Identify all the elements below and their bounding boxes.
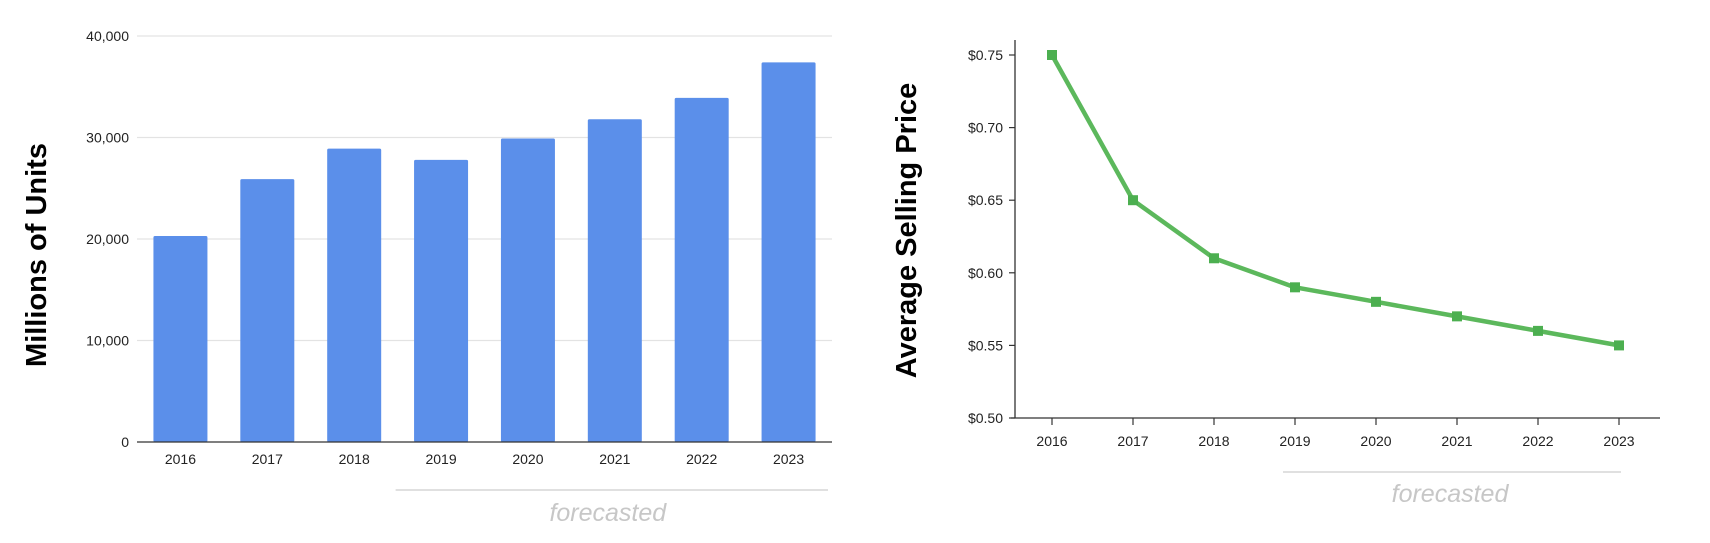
- x-tick-label: 2019: [425, 451, 456, 467]
- x-tick-label: 2023: [773, 451, 804, 467]
- asp-line-chart: $0.50 $0.55 $0.60 $0.65 $0.70 $0.75 2016 2017 20…: [891, 40, 1660, 508]
- x-tick-label: 2019: [1279, 433, 1310, 449]
- y-tick-label: $0.60: [968, 265, 1003, 281]
- x-tick-label: 2020: [1360, 433, 1391, 449]
- bar-2021: [587, 119, 642, 442]
- y-tick-label: 30,000: [86, 130, 129, 146]
- bar-2022: [674, 97, 729, 442]
- marker-2020: [1371, 296, 1381, 307]
- x-tick-label: 2017: [252, 451, 283, 467]
- y-tick-label: 10,000: [86, 333, 129, 349]
- bar-2019: [414, 159, 469, 442]
- asp-series-line: [1049, 52, 1622, 348]
- x-tick-label: 2020: [512, 451, 543, 467]
- x-tick-label: 2018: [1198, 433, 1229, 449]
- marker-2023: [1614, 340, 1624, 351]
- x-tick-label: 2016: [165, 451, 196, 467]
- bar-2020: [500, 138, 555, 442]
- bar-2017: [240, 179, 295, 443]
- marker-2018: [1209, 253, 1219, 264]
- y-tick-label: 20,000: [86, 231, 129, 247]
- y-tick-label: $0.70: [968, 120, 1003, 136]
- x-tick-label: 2018: [339, 451, 370, 467]
- x-tick-label: 2016: [1036, 433, 1067, 449]
- marker-2022: [1533, 325, 1543, 336]
- x-tick-label: 2022: [686, 451, 717, 467]
- y-axis-title: Average Selling Price: [891, 83, 923, 379]
- y-tick-label: $0.75: [968, 47, 1003, 63]
- x-tick-label: 2022: [1522, 433, 1553, 449]
- y-tick-label: 40,000: [86, 28, 129, 44]
- bar-2018: [327, 148, 382, 443]
- x-tick-label: 2021: [1441, 433, 1472, 449]
- units-bar-chart: 0 10,000 20,000 30,000 40,000 2016 2017 2018 201…: [21, 28, 832, 527]
- marker-2019: [1290, 282, 1300, 293]
- forecast-label: forecasted: [549, 499, 667, 527]
- bar-2016: [153, 235, 208, 442]
- y-axis-title: Millions of Units: [21, 143, 53, 367]
- y-tick-label: 0: [121, 434, 129, 450]
- bar-2023: [761, 62, 816, 442]
- x-tick-label: 2017: [1117, 433, 1148, 449]
- y-tick-label: $0.65: [968, 192, 1003, 208]
- x-tick-label: 2023: [1603, 433, 1634, 449]
- y-tick-label: $0.55: [968, 337, 1003, 353]
- y-tick-label: $0.50: [968, 410, 1003, 426]
- x-tick-label: 2021: [599, 451, 630, 467]
- marker-2016: [1047, 50, 1057, 60]
- forecast-label: forecasted: [1392, 480, 1510, 508]
- marker-2017: [1128, 195, 1138, 206]
- marker-2021: [1452, 311, 1462, 322]
